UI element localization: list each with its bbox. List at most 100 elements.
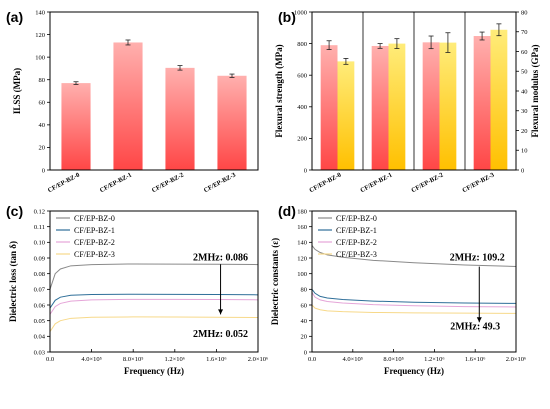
- y-tick-label: 60: [521, 49, 528, 56]
- x-category-label: CF/EP-BZ-0: [308, 172, 342, 195]
- strength-bar: [320, 45, 338, 170]
- y-tick-label: 180: [297, 208, 307, 215]
- y-tick-label: 0: [42, 167, 45, 174]
- y-tick-label: 100: [297, 271, 307, 278]
- x-tick-label: 8.0×10⁵: [383, 356, 404, 363]
- y-axis-title: Dielectric constants (ε): [270, 238, 280, 325]
- legend-label: CF/EP-BZ-0: [74, 214, 115, 223]
- bar: [61, 83, 91, 170]
- y-tick-label: 40: [521, 88, 528, 95]
- x-tick-label: 2.0×10⁶: [248, 356, 269, 363]
- annotation-label: 2MHz: 0.086: [193, 252, 248, 263]
- panel-c: (c) 0.0 4.0×10⁵ 8.0×10⁵ 1.2×10⁶ 1.6×10⁶ 2.0×10…: [6, 203, 268, 376]
- arrow-head: [476, 317, 482, 323]
- plot-frame: [311, 210, 517, 353]
- y-tick-label: 0.08: [34, 271, 45, 278]
- y-tick-label: 120: [35, 32, 45, 39]
- x-tick-label: 0.0: [308, 356, 316, 363]
- x-category-label: CF/EP-BZ-2: [410, 172, 444, 195]
- bar: [217, 75, 247, 170]
- panel-letter: (b): [278, 9, 296, 25]
- panel-a: (a) CF/EP-BZ-0 CF/EP-BZ-1 CF/EP-BZ-2 CF/EP-B…: [6, 9, 259, 195]
- x-category-label: CF/EP-BZ-1: [99, 172, 133, 195]
- y-tick-label: 0: [521, 167, 524, 174]
- x-axis-title: Frequency (Hz): [124, 366, 184, 376]
- y-tick-label: 0.07: [34, 287, 46, 294]
- x-tick-label: 1.6×10⁶: [465, 356, 486, 363]
- y-tick-label: 50: [521, 69, 528, 76]
- series-line: [311, 245, 517, 267]
- bar: [165, 67, 195, 170]
- panel-b: (b) CF/EP-BZ-0 CF/EP-BZ-1 CF/EP-BZ-2 CF/EP-B…: [274, 9, 540, 194]
- y-tick-label: 0.12: [34, 208, 45, 215]
- x-tick-label: 4.0×10⁵: [81, 356, 102, 363]
- y-tick-label: 140: [297, 240, 307, 247]
- y-tick-label: 0.11: [34, 224, 45, 231]
- panel-d: (d) 0.0 4.0×10⁵ 8.0×10⁵ 1.2×10⁶ 1.6×10⁶ 2.0×10…: [270, 203, 526, 376]
- x-axis-title: Frequency (Hz): [384, 366, 444, 376]
- y-tick-label: 0.06: [34, 302, 46, 309]
- series-line: [49, 298, 259, 315]
- y-tick-label: 600: [297, 73, 307, 80]
- y-tick-label: 0.05: [34, 318, 45, 325]
- y-tick-label: 200: [297, 136, 307, 143]
- y-tick-label: 20: [521, 128, 528, 135]
- series-line: [311, 289, 517, 304]
- annotation-label: 2MHz: 49.3: [450, 321, 500, 332]
- y-axis-title: ILSS (MPa): [12, 68, 22, 114]
- y-tick-label: 40: [301, 318, 308, 325]
- panel-letter: (d): [278, 203, 296, 219]
- y-tick-label: 80: [301, 287, 308, 294]
- y-tick-label: 60: [39, 100, 46, 107]
- x-tick-label: 8.0×10⁵: [123, 356, 144, 363]
- x-category-label: CF/EP-BZ-1: [359, 172, 393, 195]
- legend-label: CF/EP-BZ-1: [336, 226, 377, 235]
- y-tick-label: 10: [521, 148, 528, 155]
- y-tick-label: 0.10: [34, 240, 45, 247]
- y-tick-label: 0: [304, 167, 307, 174]
- y-tick-label: 100: [35, 54, 45, 61]
- x-category-label: CF/EP-BZ-3: [203, 171, 238, 194]
- y-tick-label: 20: [301, 334, 308, 341]
- series-line: [49, 263, 259, 290]
- legend-label: CF/EP-BZ-1: [74, 226, 115, 235]
- series-line: [311, 304, 517, 314]
- modulus-bar: [337, 61, 355, 170]
- legend-label: CF/EP-BZ-2: [74, 238, 115, 247]
- x-category-label: CF/EP-BZ-0: [47, 172, 81, 195]
- plot-frame: [49, 210, 259, 353]
- x-category-label: CF/EP-BZ-3: [461, 171, 496, 194]
- y-tick-label: 80: [39, 77, 46, 84]
- y-tick-label: 1000: [294, 9, 307, 16]
- bar: [113, 42, 143, 170]
- x-tick-label: 4.0×10⁵: [343, 356, 364, 363]
- arrow-head: [218, 309, 224, 315]
- x-tick-label: 1.2×10⁶: [165, 356, 186, 363]
- legend-label: CF/EP-BZ-3: [336, 250, 377, 259]
- y-tick-label: 70: [521, 29, 528, 36]
- y-tick-label: 20: [39, 145, 46, 152]
- y-tick-label: 400: [297, 104, 307, 111]
- panel-letter: (a): [6, 9, 23, 25]
- strength-bar: [371, 45, 389, 170]
- x-category-label: CF/EP-BZ-2: [151, 172, 185, 195]
- modulus-bar: [490, 29, 508, 171]
- annotation-label: 2MHz: 109.2: [450, 252, 505, 263]
- annotation-label: 2MHz: 0.052: [193, 329, 248, 340]
- x-tick-label: 1.6×10⁶: [206, 356, 227, 363]
- y-axis-title: Flexural strength (MPa): [274, 44, 284, 137]
- x-tick-label: 0.0: [46, 356, 54, 363]
- panel-letter: (c): [6, 203, 23, 219]
- y-axis-title: Dielectric loss (tan δ): [8, 241, 18, 322]
- y-tick-label: 800: [297, 41, 307, 48]
- plot-frame: [49, 11, 259, 171]
- y-tick-label: 160: [297, 224, 307, 231]
- x-tick-label: 2.0×10⁶: [506, 356, 527, 363]
- y-tick-label: 60: [301, 302, 308, 309]
- y-tick-label: 80: [521, 9, 528, 16]
- strength-bar: [473, 36, 491, 171]
- modulus-bar: [388, 43, 406, 170]
- legend-label: CF/EP-BZ-2: [336, 238, 377, 247]
- x-tick-label: 1.2×10⁶: [424, 356, 445, 363]
